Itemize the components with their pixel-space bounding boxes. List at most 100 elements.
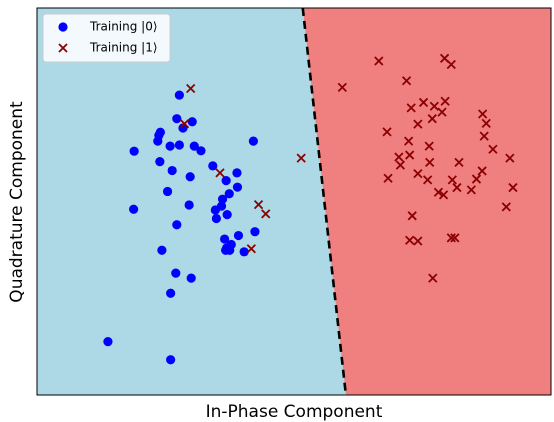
training-1-point [413, 119, 423, 129]
training-0-point [166, 355, 176, 365]
training-1-point [433, 187, 444, 197]
training-0-point [221, 176, 231, 186]
training-1-point [424, 141, 434, 151]
training-0-point [184, 200, 194, 210]
training-0-point [171, 268, 181, 278]
training-1-point [427, 114, 437, 124]
training-1-point [505, 153, 515, 163]
training-0-point [222, 210, 232, 220]
legend-label-training-1: Training |1⟩ [89, 41, 158, 55]
training-1-point [481, 118, 491, 128]
training-1-point [383, 173, 393, 183]
training-0-point [172, 220, 182, 230]
training-1-point [405, 150, 415, 160]
training-1-point [471, 174, 482, 184]
training-0-point [157, 245, 167, 255]
training-0-point [129, 204, 139, 214]
training-1-point [374, 56, 384, 66]
training-0-point [172, 114, 182, 124]
training-1-point [403, 136, 414, 146]
training-1-point [479, 131, 489, 141]
training-0-point [129, 146, 139, 156]
training-1-point [407, 211, 417, 221]
training-0-point [250, 227, 260, 237]
training-0-point [189, 141, 199, 151]
training-1-point [447, 175, 457, 185]
training-0-point [233, 230, 244, 241]
training-1-point [501, 202, 511, 212]
training-1-point [413, 236, 423, 246]
legend-marker-training-1 [58, 43, 68, 53]
training-1-point [246, 244, 256, 254]
training-1-point [405, 235, 415, 245]
training-1-point [446, 233, 456, 243]
training-1-point [179, 119, 190, 129]
legend-label-training-0: Training |0⟩ [89, 20, 158, 34]
plot-frame [36, 7, 552, 396]
training-0-point [217, 194, 228, 204]
training-0-point [232, 168, 242, 178]
training-0-point [155, 157, 165, 167]
training-1-point [488, 144, 498, 154]
training-1-point [337, 82, 347, 92]
training-0-point [186, 273, 196, 283]
training-0-point [165, 141, 175, 151]
training-0-point [162, 186, 173, 197]
training-1-point [437, 107, 447, 117]
training-0-point [210, 205, 220, 215]
legend-box [42, 13, 171, 63]
training-1-point [296, 153, 306, 163]
training-1-point [261, 209, 271, 219]
training-1-point [429, 101, 439, 111]
training-0-point [222, 243, 232, 253]
training-1-point [395, 160, 406, 170]
class-1-region [302, 8, 551, 395]
training-1-point [423, 175, 433, 185]
y-axis-label: Quadrature Component [7, 101, 27, 303]
x-axis-label: In-Phase Component [206, 402, 383, 422]
training-0-point [196, 146, 206, 156]
training-1-point [413, 168, 423, 179]
training-0-point [239, 247, 249, 257]
training-0-point [187, 117, 197, 127]
training-1-point [450, 233, 460, 243]
training-1-point [478, 109, 488, 119]
training-1-point [382, 127, 392, 137]
legend-circle-marker [58, 22, 68, 32]
training-1-point [466, 185, 476, 195]
training-0-point [103, 336, 113, 347]
training-1-point [186, 83, 196, 94]
training-0-point [232, 182, 243, 192]
training-1-point [477, 166, 487, 176]
training-0-point [155, 127, 165, 137]
training-1-point [253, 199, 264, 210]
training-0-point [208, 161, 218, 171]
legend-x-marker [58, 43, 68, 53]
training-1-point [406, 103, 416, 113]
training-0-point [167, 165, 177, 176]
training-1-point [440, 96, 450, 106]
training-1-point [425, 157, 435, 168]
data-points [103, 53, 518, 365]
legend-marker-training-0 [58, 22, 68, 32]
training-1-point [452, 182, 462, 193]
training-1-point [508, 182, 518, 193]
training-1-point [446, 59, 456, 70]
training-1-point [428, 273, 438, 283]
training-0-point [174, 90, 184, 100]
training-0-point [224, 189, 234, 199]
training-0-point [248, 136, 258, 146]
training-1-point [418, 97, 429, 108]
training-0-point [220, 234, 230, 244]
training-0-point [185, 172, 195, 182]
training-1-point [401, 76, 412, 86]
training-1-point [394, 152, 404, 162]
training-1-point [215, 168, 225, 178]
training-0-point [174, 140, 184, 150]
training-1-point [454, 157, 464, 168]
legend: Training |0⟩ Training |1⟩ [42, 13, 171, 63]
training-0-point [166, 288, 176, 298]
training-1-point [438, 190, 449, 200]
training-0-point [211, 213, 221, 224]
